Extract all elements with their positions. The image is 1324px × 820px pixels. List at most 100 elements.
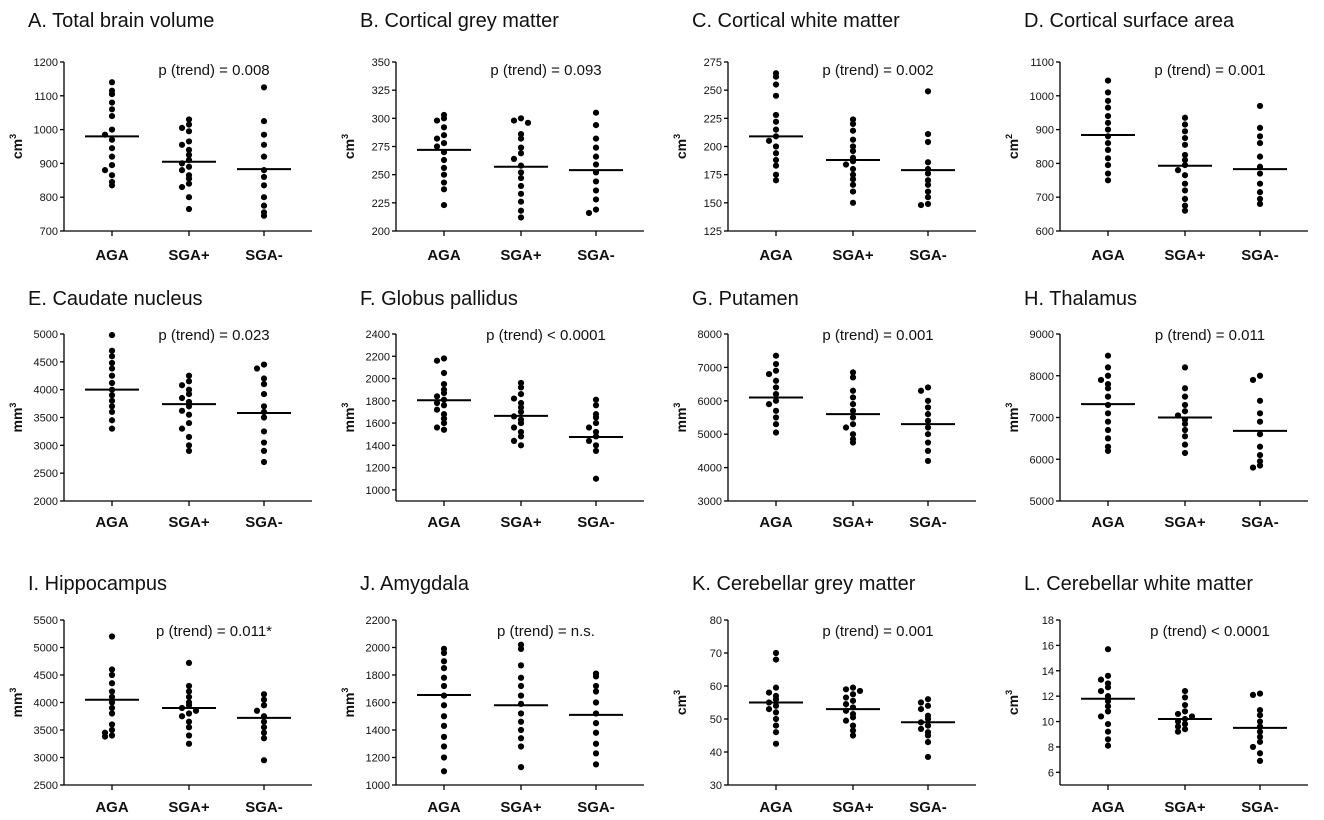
data-point <box>109 162 115 168</box>
data-point <box>1257 103 1263 109</box>
data-point <box>925 703 931 709</box>
data-point <box>773 143 779 149</box>
data-point <box>773 127 779 133</box>
data-point <box>518 163 524 169</box>
data-point <box>179 167 185 173</box>
data-point <box>261 409 267 415</box>
x-category-label: SGA+ <box>168 799 210 816</box>
data-point <box>186 181 192 187</box>
y-tick-label: 225 <box>704 113 722 125</box>
data-point <box>441 165 447 171</box>
p-trend-annotation: p (trend) < 0.0001 <box>486 327 606 344</box>
data-point <box>261 182 267 188</box>
data-point <box>186 420 192 426</box>
data-point <box>843 686 849 692</box>
panel-title: H. Thalamus <box>1024 288 1137 310</box>
x-category-label: SGA- <box>1241 799 1279 816</box>
data-point <box>186 688 192 694</box>
data-point <box>1175 167 1181 173</box>
data-point <box>850 176 856 182</box>
chart-panel: K. Cerebellar grey matter 30 40 50 60 70 80 cm3… <box>672 573 976 816</box>
data-point <box>593 448 599 454</box>
y-tick-label: 7000 <box>1030 413 1054 425</box>
data-point <box>518 150 524 156</box>
data-point <box>186 373 192 379</box>
data-point <box>179 125 185 131</box>
data-point <box>850 182 856 188</box>
x-category-label: AGA <box>427 514 461 531</box>
x-category-label: SGA+ <box>500 799 542 816</box>
data-point <box>1105 427 1111 433</box>
data-point <box>593 154 599 160</box>
data-point <box>1105 120 1111 126</box>
data-point <box>179 395 185 401</box>
panel-title: J. Amygdala <box>360 573 470 595</box>
x-category-label: AGA <box>427 799 461 816</box>
data-point <box>1105 743 1111 749</box>
y-tick-label: 800 <box>40 192 58 204</box>
y-tick-label: 1200 <box>366 753 390 765</box>
y-tick-label: 200 <box>704 142 722 154</box>
data-point <box>773 696 779 702</box>
data-point <box>925 398 931 404</box>
data-point <box>773 150 779 156</box>
x-category-label: AGA <box>95 514 129 531</box>
data-point <box>441 734 447 740</box>
data-point <box>518 662 524 668</box>
data-point <box>186 391 192 397</box>
data-point <box>109 666 115 672</box>
data-point <box>109 672 115 678</box>
data-point <box>1257 170 1263 176</box>
y-tick-label: 250 <box>704 85 722 97</box>
data-point <box>843 701 849 707</box>
data-point <box>918 388 924 394</box>
y-tick-label: 125 <box>704 226 722 238</box>
p-trend-annotation: p (trend) < 0.0001 <box>1150 623 1270 640</box>
y-tick-label: 2000 <box>366 374 390 386</box>
data-point <box>1105 721 1111 727</box>
y-tick-label: 150 <box>704 198 722 210</box>
data-point <box>109 353 115 359</box>
data-point <box>593 741 599 747</box>
data-point <box>593 750 599 756</box>
data-point <box>434 424 440 430</box>
data-point <box>1257 691 1263 697</box>
panel-title: A. Total brain volume <box>28 10 214 32</box>
data-point <box>186 121 192 127</box>
data-point <box>441 370 447 376</box>
data-point <box>766 690 772 696</box>
data-point <box>773 703 779 709</box>
data-point <box>773 74 779 80</box>
data-point <box>186 448 192 454</box>
y-tick-label: 1200 <box>34 57 58 69</box>
data-point <box>773 723 779 729</box>
data-point <box>1257 452 1263 458</box>
data-point <box>843 718 849 724</box>
data-point <box>441 157 447 163</box>
data-point <box>773 414 779 420</box>
data-point <box>518 433 524 439</box>
data-point <box>261 375 267 381</box>
y-tick-label: 175 <box>704 170 722 182</box>
y-tick-label: 1800 <box>366 670 390 682</box>
x-category-label: AGA <box>759 247 793 264</box>
data-point <box>1105 684 1111 690</box>
data-point <box>773 378 779 384</box>
chart-panel: J. Amygdala1000120014001600180020002200m… <box>340 573 644 816</box>
chart-panel: B. Cortical grey matter20022525027530032… <box>340 10 644 264</box>
p-trend-annotation: p (trend) = 0.001 <box>822 623 933 640</box>
chart-panel: A. Total brain volume 700 800 900 1000 1100 12… <box>8 10 312 264</box>
data-point <box>434 136 440 142</box>
data-point <box>1175 729 1181 735</box>
x-category-label: SGA+ <box>500 247 542 264</box>
data-point <box>1105 155 1111 161</box>
data-point <box>773 398 779 404</box>
panel-title: F. Globus pallidus <box>360 288 518 310</box>
data-point <box>518 115 524 121</box>
data-point <box>1250 377 1256 383</box>
data-point <box>843 424 849 430</box>
data-point <box>773 157 779 163</box>
y-tick-label: 70 <box>710 648 722 660</box>
data-point <box>109 398 115 404</box>
